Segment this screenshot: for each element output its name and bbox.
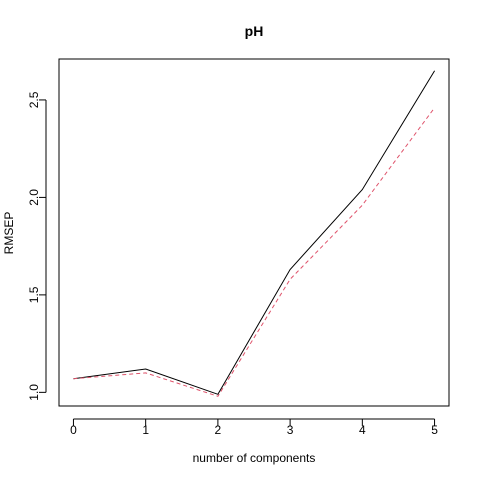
plot-frame xyxy=(58,58,450,407)
y-tick-label: 2.5 xyxy=(27,91,41,108)
x-tick-label: 0 xyxy=(70,423,77,437)
y-tick-label: 1.0 xyxy=(27,384,41,401)
x-tick-label: 4 xyxy=(359,423,366,437)
x-tick-label: 1 xyxy=(142,423,149,437)
y-axis: 1.0 1.5 2.0 2.5 xyxy=(27,91,47,401)
x-axis-label: number of components xyxy=(193,451,316,465)
y-tick-label: 1.5 xyxy=(27,286,41,303)
y-axis-label: RMSEP xyxy=(2,212,16,255)
series-line-2 xyxy=(73,107,436,397)
chart-title: pH xyxy=(245,23,264,39)
series-layer xyxy=(73,70,436,397)
series-line-1 xyxy=(73,70,436,395)
y-tick-label: 2.0 xyxy=(27,189,41,206)
x-tick-label: 2 xyxy=(215,423,222,437)
x-tick-label: 5 xyxy=(431,423,438,437)
x-axis: 0 1 2 3 4 5 xyxy=(70,418,438,437)
x-tick-label: 3 xyxy=(287,423,294,437)
